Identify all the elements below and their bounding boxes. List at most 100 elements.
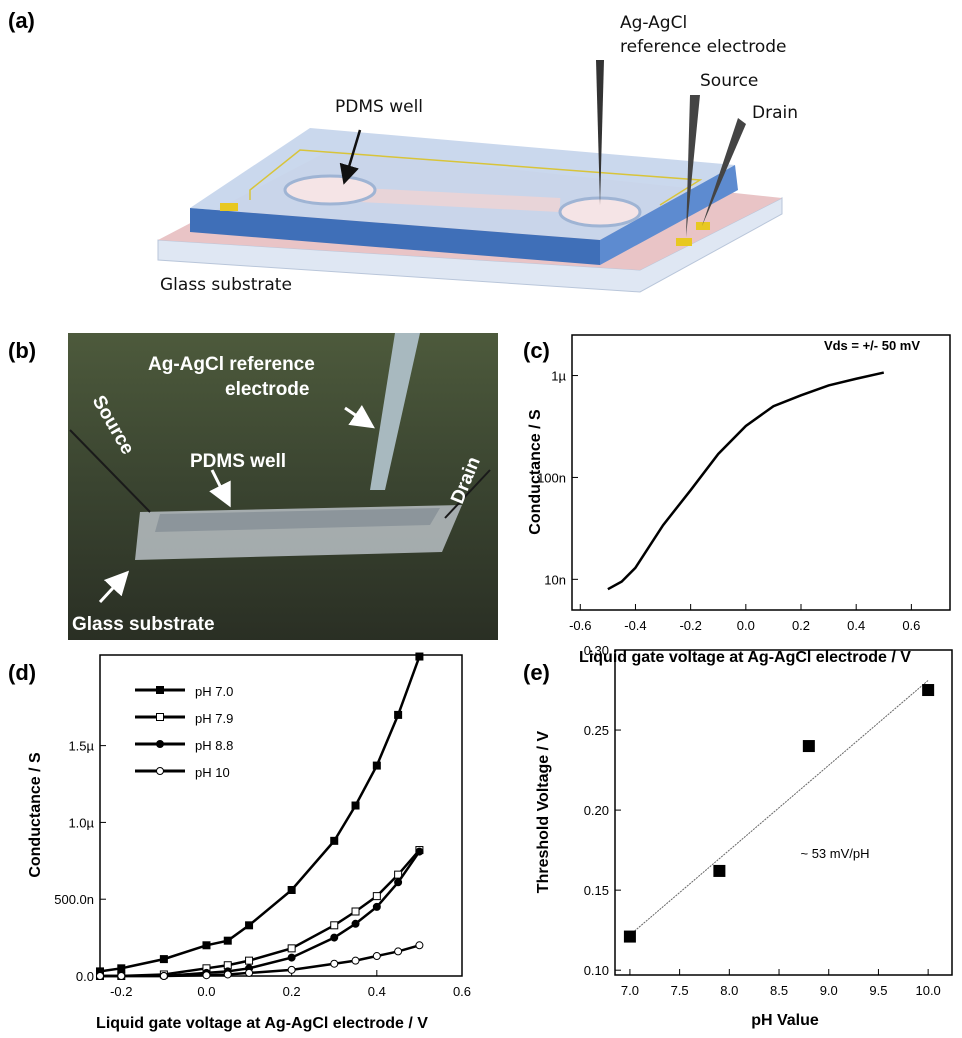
label: Drain <box>752 103 798 123</box>
panel-a: (a) PDMS well Ag-AgCl reference electrod… <box>8 8 798 295</box>
arrow <box>209 469 231 508</box>
marker <box>394 870 403 879</box>
marker <box>156 713 164 721</box>
panel-label: (d) <box>8 660 36 685</box>
point <box>802 740 815 753</box>
marker <box>351 956 360 965</box>
x-tick-label: 8.5 <box>770 983 788 998</box>
label: PDMS well <box>335 97 423 117</box>
label: Ag-AgCl <box>620 13 687 33</box>
y-tick-label: 0.30 <box>584 643 609 658</box>
data-line <box>99 656 421 973</box>
annotation: ~ 53 mV/pH <box>800 846 869 861</box>
x-tick-label: 0.4 <box>847 618 865 633</box>
y-tick-label: 100n <box>537 470 566 485</box>
x-tick-label: -0.4 <box>624 618 646 633</box>
x-tick-label: 8.0 <box>720 983 738 998</box>
marker <box>223 936 232 945</box>
marker <box>287 953 296 962</box>
point <box>713 864 726 877</box>
y-tick-label: 0.15 <box>584 883 609 898</box>
x-axis-label: Liquid gate voltage at Ag-AgCl electrode… <box>579 649 911 666</box>
marker <box>245 921 254 930</box>
pad <box>676 238 692 246</box>
pdms-side <box>600 165 738 265</box>
y-tick-label: 1.5µ <box>68 739 94 754</box>
y-tick-label: 0.25 <box>584 723 609 738</box>
pad <box>696 222 710 230</box>
point <box>922 684 935 697</box>
marker <box>202 971 211 980</box>
label: electrode <box>225 379 309 400</box>
x-tick-label: 10.0 <box>915 983 940 998</box>
marker <box>156 686 164 694</box>
probe <box>444 469 491 519</box>
marker <box>245 968 254 977</box>
x-tick-label: 0.2 <box>283 984 301 999</box>
marker <box>415 847 424 856</box>
y-axis-label: Conductance / S <box>27 752 44 878</box>
y-axis-label: Threshold Voltage / V <box>535 730 552 893</box>
marker <box>415 941 424 950</box>
label: Source <box>700 71 758 91</box>
x-tick-label: 0.6 <box>902 618 920 633</box>
marker <box>287 944 296 953</box>
marker <box>330 933 339 942</box>
panel-b: (b) Ag-AgCl reference electrode Source P… <box>8 333 498 640</box>
x-tick-label: 7.0 <box>621 983 639 998</box>
marker <box>372 892 381 901</box>
plot-frame <box>99 654 463 977</box>
x-tick-label: 7.5 <box>671 983 689 998</box>
y-tick-label: 500.0n <box>54 892 94 907</box>
legend-label: pH 7.9 <box>195 711 233 726</box>
y-tick-label: 0.20 <box>584 803 609 818</box>
marker <box>372 952 381 961</box>
pdms-front <box>190 208 600 265</box>
well <box>283 174 377 206</box>
pad <box>220 203 238 211</box>
marker <box>96 972 104 980</box>
data-line <box>607 371 885 591</box>
panel-label: (c) <box>523 338 550 363</box>
marker <box>202 941 211 950</box>
data-line <box>100 944 420 978</box>
probe <box>69 429 151 513</box>
marker <box>394 878 403 887</box>
label: Glass substrate <box>72 614 215 635</box>
x-tick-label: -0.2 <box>679 618 701 633</box>
marker <box>156 740 164 748</box>
label: PDMS well <box>190 451 286 472</box>
panel-label: (a) <box>8 8 35 33</box>
marker <box>330 959 339 968</box>
x-tick-label: 9.0 <box>820 983 838 998</box>
marker <box>156 767 164 775</box>
x-tick-label: 0.6 <box>453 984 471 999</box>
marker <box>351 919 360 928</box>
panel-label: (b) <box>8 338 36 363</box>
legend-label: pH 7.0 <box>195 684 233 699</box>
marker <box>351 907 360 916</box>
label: reference electrode <box>620 37 787 57</box>
marker <box>330 836 339 845</box>
electrode <box>370 333 420 490</box>
label: Glass substrate <box>160 275 292 295</box>
arrow <box>339 129 362 185</box>
arrow <box>98 570 130 604</box>
legend-label: pH 8.8 <box>195 738 233 753</box>
photo <box>68 333 498 640</box>
marker <box>287 885 296 894</box>
marker <box>415 652 424 661</box>
y-tick-label: 0.10 <box>584 963 609 978</box>
x-tick-label: 0.2 <box>792 618 810 633</box>
probe <box>686 95 700 237</box>
x-tick-label: -0.6 <box>569 618 591 633</box>
x-axis-label: Liquid gate voltage at Ag-AgCl electrode… <box>96 1015 428 1032</box>
marker <box>372 902 381 911</box>
pdms <box>155 508 440 532</box>
annotation: Vds = +/- 50 mV <box>824 338 920 353</box>
trace <box>249 149 703 206</box>
y-tick-label: 0.0 <box>76 969 94 984</box>
point <box>623 930 636 943</box>
probe <box>596 60 604 205</box>
